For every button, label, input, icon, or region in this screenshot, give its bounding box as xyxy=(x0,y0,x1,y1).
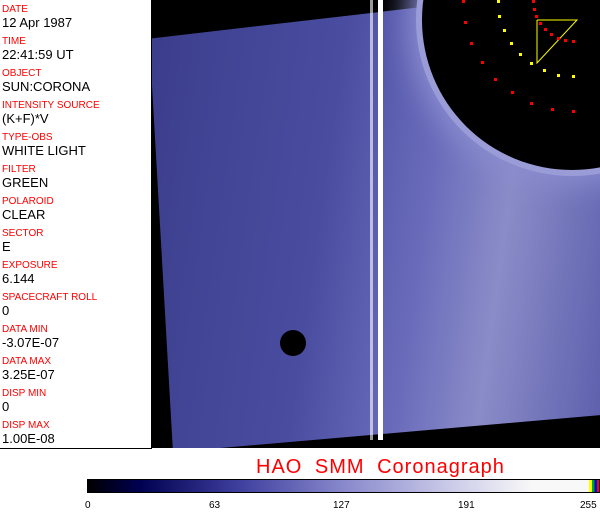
grid-dot xyxy=(502,28,506,32)
field-label: INTENSITY SOURCE xyxy=(2,100,100,111)
coronagraph-image xyxy=(152,0,600,448)
grid-dot xyxy=(572,75,575,78)
field-label: FILTER xyxy=(2,164,36,175)
field-label: DISP MAX xyxy=(2,420,50,431)
field-label: EXPOSURE xyxy=(2,260,58,271)
colorbar-tick: 0 xyxy=(85,500,91,511)
grid-dot xyxy=(518,53,522,57)
grid-dot xyxy=(529,101,533,105)
field-value: WHITE LIGHT xyxy=(2,143,86,158)
field-label: POLAROID xyxy=(2,196,54,207)
occulter-pylon xyxy=(378,0,383,440)
grid-dot xyxy=(535,15,539,19)
field-label: DATA MIN xyxy=(2,324,48,335)
field-value: 0 xyxy=(2,399,10,414)
field-value: 6.144 xyxy=(2,271,35,286)
field-value: (K+F)*V xyxy=(2,111,49,126)
colorbar-tick: 127 xyxy=(333,500,350,511)
field-label: OBJECT xyxy=(2,68,42,79)
field-label: DATE xyxy=(2,4,28,15)
metadata-panel: DATE 12 Apr 1987 TIME 22:41:59 UT OBJECT SUN:… xyxy=(0,0,152,449)
pointing-marker xyxy=(536,19,579,65)
grid-dot xyxy=(530,62,534,66)
field-value: CLEAR xyxy=(2,207,46,222)
field-value: 3.25E-07 xyxy=(2,367,55,382)
field-value: GREEN xyxy=(2,175,49,190)
field-label: TYPE-OBS xyxy=(2,132,53,143)
field-label: DATA MAX xyxy=(2,356,52,367)
grid-dot xyxy=(532,7,536,11)
field-value: 0 xyxy=(2,303,10,318)
grid-dot xyxy=(462,0,465,3)
grid-dot xyxy=(509,41,513,45)
grid-dot xyxy=(494,77,498,81)
colorbar-overflow-colors xyxy=(589,480,599,492)
grid-dot xyxy=(572,40,575,43)
colorbar xyxy=(87,479,600,493)
pylon-edge xyxy=(370,0,373,440)
grid-dot xyxy=(498,14,502,18)
dark-spot xyxy=(280,330,306,356)
grid-dot xyxy=(470,42,474,46)
grid-dot xyxy=(497,0,500,3)
colorbar-tick: 63 xyxy=(209,500,221,511)
field-value: -3.07E-07 xyxy=(2,335,60,350)
field-label: SECTOR xyxy=(2,228,44,239)
field-value: SUN:CORONA xyxy=(2,79,91,94)
grid-dot xyxy=(564,39,568,43)
grid-dot xyxy=(572,110,575,113)
field-value: 1.00E-08 xyxy=(2,431,55,446)
grid-dot xyxy=(549,33,553,37)
field-value: E xyxy=(2,239,11,254)
colorbar-tick: 191 xyxy=(458,500,475,511)
grid-dot xyxy=(532,0,535,3)
instrument-title: HAO SMM Coronagraph xyxy=(256,456,505,478)
grid-dot xyxy=(480,61,484,65)
grid-dot xyxy=(543,69,547,73)
grid-dot xyxy=(556,36,560,40)
colorbar-tick: 255 xyxy=(580,500,597,511)
grid-dot xyxy=(557,73,561,77)
field-value: 12 Apr 1987 xyxy=(2,15,73,30)
field-value: 22:41:59 UT xyxy=(2,47,74,62)
field-label: DISP MIN xyxy=(2,388,47,399)
field-label: SPACECRAFT ROLL xyxy=(2,292,98,303)
grid-dot xyxy=(510,91,514,95)
field-label: TIME xyxy=(2,36,26,47)
grid-dot xyxy=(538,22,542,26)
grid-dot xyxy=(543,28,547,32)
grid-dot xyxy=(464,21,468,25)
grid-dot xyxy=(550,107,554,111)
